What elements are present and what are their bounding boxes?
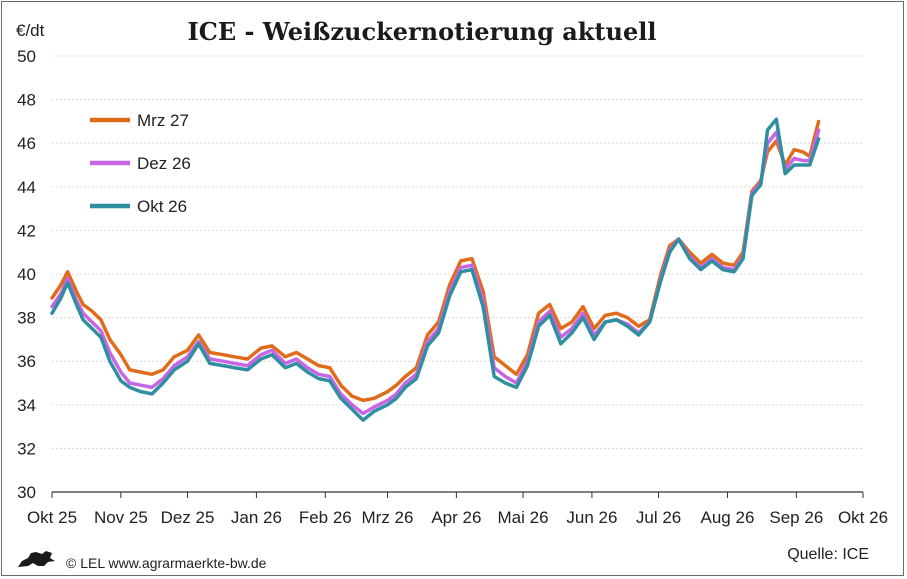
x-tick-label: Jun 26 (566, 508, 617, 527)
x-tick-label: Nov 25 (94, 508, 148, 527)
y-axis-ticks: 30 32 34 36 38 40 42 44 46 48 50 (17, 47, 36, 502)
series-line-mrz-27 (50, 119, 821, 403)
y-tick-label: 50 (17, 47, 36, 66)
y-tick-label: 30 (17, 483, 36, 502)
x-tick-label: Jan 26 (231, 508, 282, 527)
y-tick-label: 40 (17, 265, 36, 284)
data-series (50, 117, 821, 422)
y-tick-label: 32 (17, 439, 36, 458)
legend-label: Dez 26 (137, 154, 191, 173)
legend-label: Okt 26 (137, 197, 187, 216)
y-tick-label: 38 (17, 309, 36, 328)
chart-title: ICE - Weißzuckernotierung aktuell (188, 17, 657, 46)
x-tick-label: Mai 26 (498, 508, 549, 527)
y-tick-label: 48 (17, 91, 36, 110)
x-tick-label: Jul 26 (636, 508, 681, 527)
lion-icon (18, 551, 55, 567)
legend: Mrz 27 Dez 26 Okt 26 (90, 111, 191, 216)
series-line-okt-26 (50, 117, 821, 422)
legend-label: Mrz 27 (137, 111, 189, 130)
x-tick-label: Sep 26 (769, 508, 823, 527)
x-tick-label: Dez 25 (161, 508, 215, 527)
source-text: Quelle: ICE (787, 546, 869, 563)
lel-logo (18, 551, 55, 567)
x-tick-label: Apr 26 (431, 508, 481, 527)
y-axis-unit: €/dt (16, 21, 45, 40)
x-tick-label: Mrz 26 (362, 508, 414, 527)
y-tick-label: 42 (17, 221, 36, 240)
x-axis: Okt 25 Nov 25 Dez 25 Jan 26 Feb 26 Mrz 26 Apr … (27, 491, 888, 527)
y-tick-label: 34 (17, 396, 36, 415)
credit-text: © LEL www.agrarmaerkte-bw.de (66, 555, 267, 571)
y-tick-label: 36 (17, 352, 36, 371)
x-tick-label: Feb 26 (299, 508, 352, 527)
x-tick-label: Aug 26 (701, 508, 755, 527)
y-tick-label: 44 (17, 178, 36, 197)
x-tick-label: Okt 25 (27, 508, 77, 527)
y-tick-label: 46 (17, 134, 36, 153)
x-tick-label: Okt 26 (838, 508, 888, 527)
